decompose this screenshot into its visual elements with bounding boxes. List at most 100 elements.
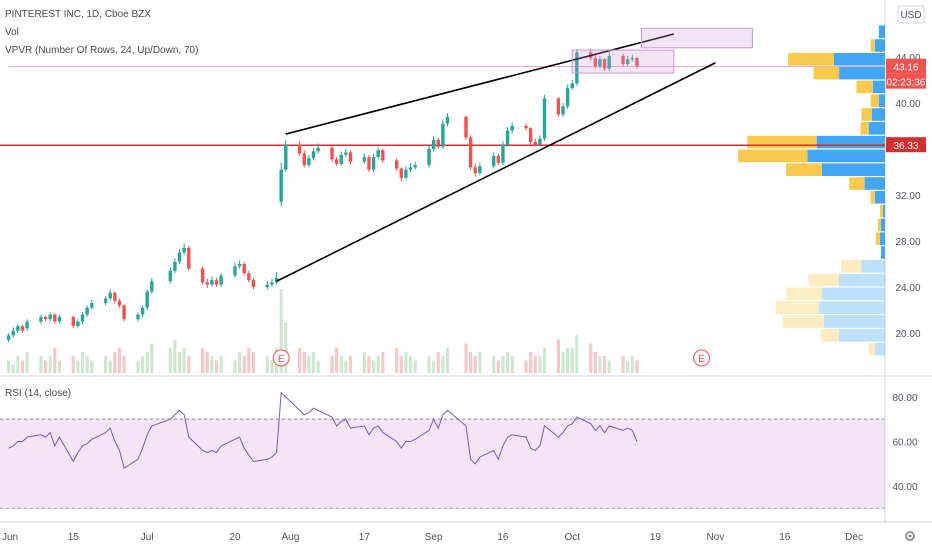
candle-body [302, 153, 306, 166]
price-axis-tick: 40.00 [895, 99, 920, 110]
vpvr-down-bar [841, 260, 862, 273]
vpvr-up-bar [874, 39, 885, 52]
earnings-marker [693, 349, 711, 367]
vpvr-up-bar [834, 53, 885, 66]
volume-bar [214, 360, 219, 373]
candle-body [233, 266, 237, 276]
candle-body [16, 326, 20, 331]
price-axis-tick: 32.00 [895, 191, 920, 202]
volume-bar [404, 352, 408, 373]
candle-body [103, 298, 108, 304]
rsi-band [0, 418, 885, 509]
volume-bar [145, 352, 149, 373]
volume-bar [233, 360, 237, 373]
volume-bar [593, 352, 597, 373]
volume-bar [53, 347, 57, 373]
earnings-marker-label: E [698, 354, 705, 365]
volume-bar [408, 356, 413, 373]
volume-bar [307, 356, 311, 373]
candle-body [399, 168, 403, 178]
volume-bar [478, 352, 482, 373]
volume-bar [575, 335, 579, 373]
volume-indicator-label[interactable]: Vol [5, 27, 19, 38]
candle-body [150, 281, 154, 292]
vpvr-down-bar [861, 108, 872, 121]
volume-bar [469, 352, 473, 373]
candle-body [556, 98, 561, 115]
volume-bar [311, 352, 316, 373]
vpvr-indicator-label[interactable]: VPVR (Number Of Rows, 24, Up/Down, 70) [5, 45, 199, 56]
volume-bar [335, 347, 339, 373]
candle-body [441, 123, 445, 147]
consolidation-box [571, 49, 675, 74]
volume-bar [219, 356, 223, 373]
vpvr-down-bar [870, 94, 879, 107]
volume-bar [529, 352, 533, 373]
candle-body [635, 58, 639, 67]
vpvr-up-bar [864, 177, 885, 190]
wedge-trendline [276, 62, 716, 282]
volume-bar [265, 356, 269, 373]
volume-bar [492, 356, 496, 373]
candle-body [478, 166, 482, 174]
volume-bar [570, 347, 574, 373]
volume-bar [496, 360, 500, 373]
candle-body [48, 314, 52, 320]
vpvr-down-bar [747, 135, 817, 149]
vpvr-up-bar [816, 135, 885, 149]
candle-body [464, 116, 468, 138]
volume-bar [542, 347, 547, 373]
candle-body [247, 273, 251, 281]
candle-body [11, 330, 15, 336]
vpvr-down-bar [786, 287, 822, 301]
candle-body [145, 291, 149, 308]
volume-bar [339, 356, 343, 373]
volume-bar [298, 347, 302, 373]
vpvr-up-bar [861, 260, 885, 273]
countdown-tag [886, 73, 926, 89]
volume-bar [177, 352, 182, 373]
volume-bar [427, 356, 431, 373]
volume-bar [302, 352, 306, 373]
level-price-tag-text: 36.33 [893, 141, 918, 152]
volume-bar [395, 347, 399, 373]
volume-bar [11, 364, 15, 373]
candle-body [311, 151, 316, 159]
candle-body [362, 157, 367, 162]
volume-bar [589, 343, 593, 373]
candle-body [168, 270, 172, 282]
candle-body [200, 268, 205, 283]
vpvr-up-bar [880, 246, 885, 259]
volume-bar [247, 347, 251, 373]
candle-body [404, 169, 408, 178]
candle-body [237, 264, 242, 267]
volume-bar [510, 356, 514, 373]
rsi-indicator-label[interactable]: RSI (14, close) [5, 388, 72, 399]
vpvr-down-bar [875, 232, 880, 245]
volume-bar [122, 356, 126, 373]
volume-bar [76, 360, 80, 373]
candle-body [445, 116, 450, 124]
vpvr-up-bar [839, 273, 885, 287]
candle-body [251, 280, 256, 287]
volume-bar [524, 360, 528, 373]
volume-bar [113, 352, 117, 373]
candle-body [505, 130, 510, 145]
candle-body [533, 142, 537, 145]
vpvr-down-bar [813, 66, 840, 80]
vpvr-up-bar [874, 342, 885, 356]
volume-bar [140, 356, 145, 373]
candle-body [122, 305, 126, 320]
volume-bar [316, 360, 320, 373]
candle-body [205, 282, 209, 285]
candle-body [6, 335, 11, 340]
price-axis-tick: 20.00 [895, 329, 920, 340]
volume-bar [538, 356, 542, 373]
candle-body [177, 252, 182, 262]
volume-bar [362, 352, 366, 373]
vpvr-up-bar [823, 315, 885, 328]
settings-icon[interactable] [905, 531, 915, 541]
vpvr-down-bar [870, 39, 875, 52]
rsi-axis-tick: 80.00 [892, 393, 917, 404]
